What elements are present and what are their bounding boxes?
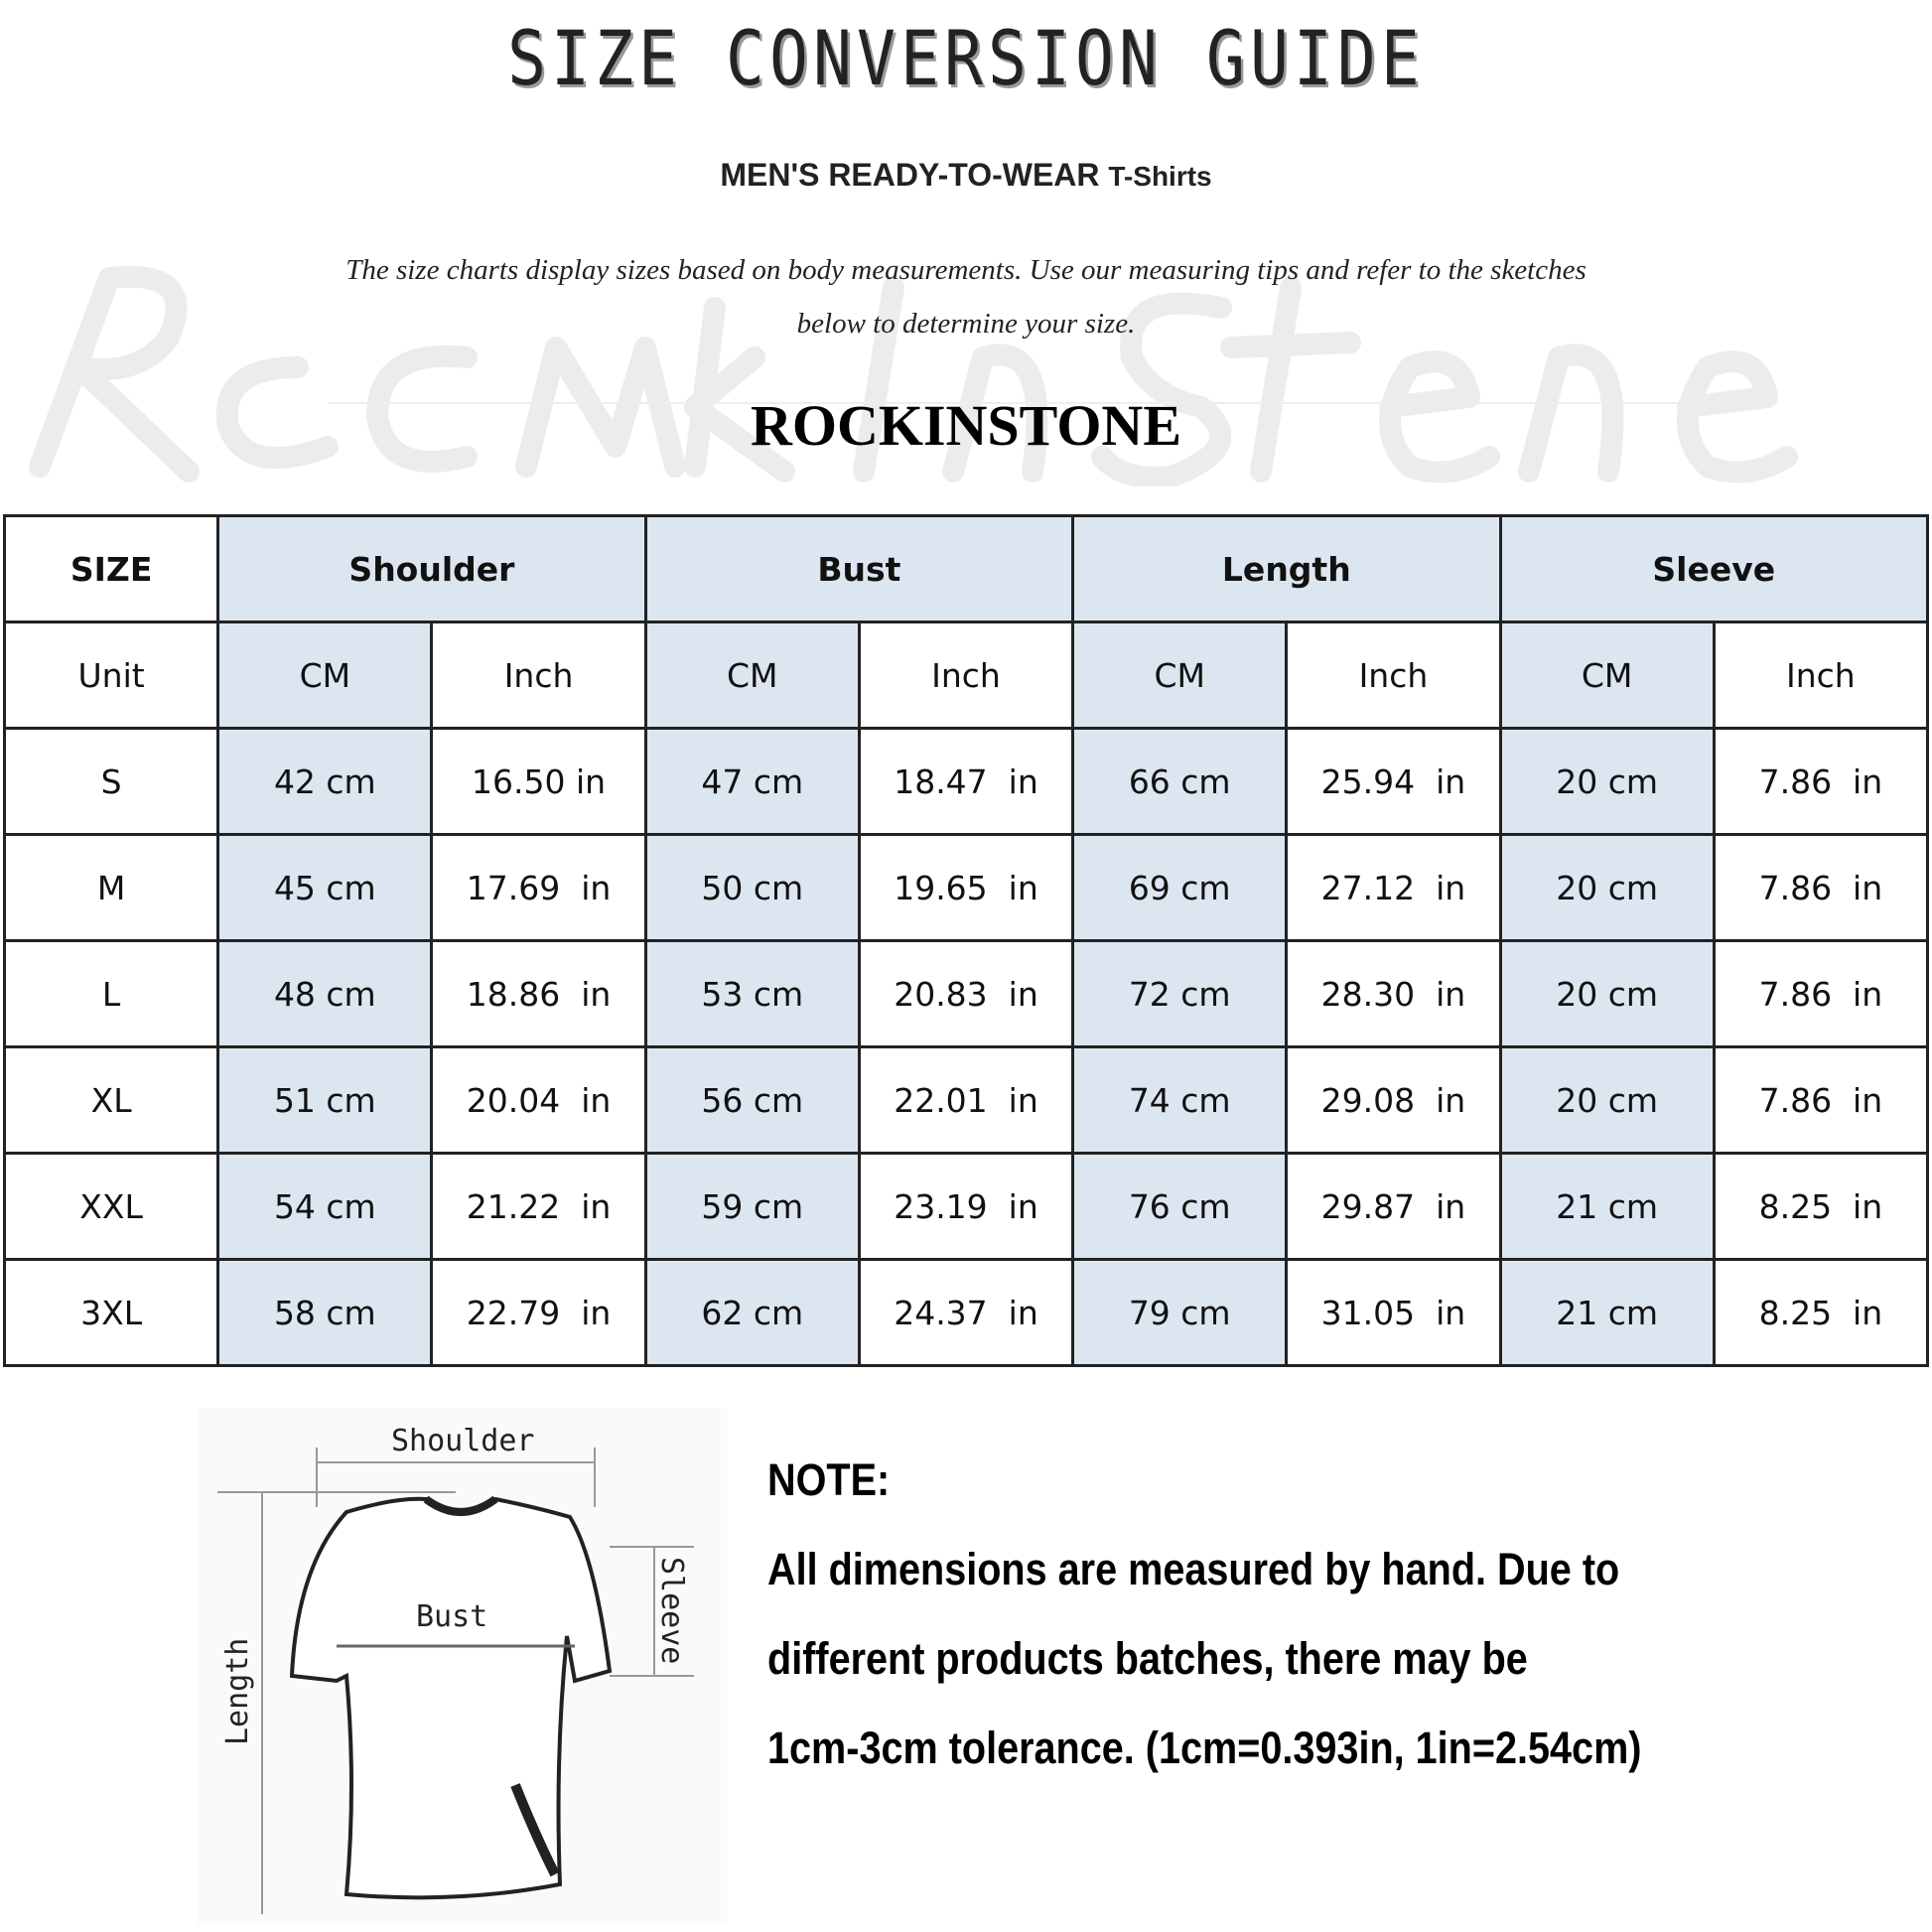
size-cell: 3XL xyxy=(2,1258,220,1367)
value-cell: 51 cm xyxy=(216,1045,434,1155)
subtitle-product: T-Shirts xyxy=(1108,161,1212,192)
value-cell: 22.01 in xyxy=(857,1045,1075,1155)
value-cell: 56 cm xyxy=(643,1045,861,1155)
value-cell: 72 cm xyxy=(1071,939,1289,1048)
size-cell: M xyxy=(2,833,220,942)
value-cell: 59 cm xyxy=(643,1152,861,1261)
value-cell: 7.86 in xyxy=(1712,833,1930,942)
value-cell: 79 cm xyxy=(1071,1258,1289,1367)
subtitle: MEN'S READY-TO-WEAR T-Shirts xyxy=(0,157,1932,194)
value-cell: 20 cm xyxy=(1498,727,1716,836)
value-cell: 31.05 in xyxy=(1285,1258,1502,1367)
size-cell: S xyxy=(2,727,220,836)
value-cell: 28.30 in xyxy=(1285,939,1502,1048)
size-cell: L xyxy=(2,939,220,1048)
value-cell: 74 cm xyxy=(1071,1045,1289,1155)
size-cell: XXL xyxy=(2,1152,220,1261)
value-cell: 54 cm xyxy=(216,1152,434,1261)
value-cell: 18.47 in xyxy=(857,727,1075,836)
tshirt-measurement-sketch: Shoulder Bust Length Sleeve xyxy=(198,1408,728,1924)
table-row: XL 51 cm 20.04 in 56 cm 22.01 in 74 cm 29.08 i… xyxy=(2,1045,1930,1155)
unit-cell: Inch xyxy=(430,621,647,730)
value-cell: 7.86 in xyxy=(1712,727,1930,836)
watermark-logo xyxy=(29,265,1798,486)
unit-label: Unit xyxy=(2,621,220,730)
size-header: SIZE xyxy=(2,514,220,623)
value-cell: 29.87 in xyxy=(1285,1152,1502,1261)
note-line-3: 1cm-3cm tolerance. (1cm=0.393in, 1in=2.5… xyxy=(767,1723,1642,1773)
value-cell: 47 cm xyxy=(643,727,861,836)
unit-cell: Inch xyxy=(857,621,1075,730)
table-row: L 48 cm 18.86 in 53 cm 20.83 in 72 cm 28.30 in… xyxy=(2,939,1930,1048)
value-cell: 8.25 in xyxy=(1712,1258,1930,1367)
table-row: 3XL 58 cm 22.79 in 62 cm 24.37 in 79 cm 31.05 … xyxy=(2,1258,1930,1367)
value-cell: 7.86 in xyxy=(1712,939,1930,1048)
value-cell: 19.65 in xyxy=(857,833,1075,942)
group-header-bust: Bust xyxy=(643,514,1075,623)
value-cell: 58 cm xyxy=(216,1258,434,1367)
value-cell: 20 cm xyxy=(1498,833,1716,942)
value-cell: 7.86 in xyxy=(1712,1045,1930,1155)
note-heading: NOTE: xyxy=(767,1454,891,1505)
note-line-2: different products batches, there may be xyxy=(767,1633,1528,1684)
fold-shadow xyxy=(510,1783,560,1877)
page-title: SIZE CONVERSION GUIDE xyxy=(507,14,1425,102)
value-cell: 69 cm xyxy=(1071,833,1289,942)
value-cell: 20 cm xyxy=(1498,939,1716,1048)
value-cell: 17.69 in xyxy=(430,833,647,942)
measure-lines xyxy=(217,1448,694,1914)
collar xyxy=(423,1495,498,1516)
value-cell: 20.04 in xyxy=(430,1045,647,1155)
value-cell: 29.08 in xyxy=(1285,1045,1502,1155)
value-cell: 53 cm xyxy=(643,939,861,1048)
label-sleeve: Sleeve xyxy=(654,1557,689,1664)
value-cell: 27.12 in xyxy=(1285,833,1502,942)
value-cell: 23.19 in xyxy=(857,1152,1075,1261)
watermark-line xyxy=(328,402,1678,404)
unit-cell: CM xyxy=(216,621,434,730)
value-cell: 76 cm xyxy=(1071,1152,1289,1261)
value-cell: 66 cm xyxy=(1071,727,1289,836)
unit-cell: CM xyxy=(1498,621,1716,730)
value-cell: 8.25 in xyxy=(1712,1152,1930,1261)
description-line-2: below to determine your size. xyxy=(796,308,1136,340)
value-cell: 45 cm xyxy=(216,833,434,942)
value-cell: 21.22 in xyxy=(430,1152,647,1261)
value-cell: 16.50 in xyxy=(430,727,647,836)
unit-row: Unit CM Inch CM Inch CM Inch CM Inch xyxy=(2,621,1930,730)
value-cell: 50 cm xyxy=(643,833,861,942)
brand-name: ROCKINSTONE xyxy=(750,393,1182,458)
unit-cell: Inch xyxy=(1285,621,1502,730)
subtitle-main: MEN'S READY-TO-WEAR xyxy=(720,157,1100,193)
value-cell: 18.86 in xyxy=(430,939,647,1048)
size-table: SIZE Shoulder Bust Length Sleeve Unit CM… xyxy=(2,514,1930,1367)
table-row: XXL 54 cm 21.22 in 59 cm 23.19 in 76 cm 29.87 … xyxy=(2,1152,1930,1261)
value-cell: 20.83 in xyxy=(857,939,1075,1048)
group-header-sleeve: Sleeve xyxy=(1498,514,1930,623)
unit-cell: Inch xyxy=(1712,621,1930,730)
note-line-1: All dimensions are measured by hand. Due… xyxy=(767,1544,1620,1594)
unit-cell: CM xyxy=(643,621,861,730)
size-cell: XL xyxy=(2,1045,220,1155)
label-length: Length xyxy=(220,1638,255,1745)
value-cell: 42 cm xyxy=(216,727,434,836)
group-header-shoulder: Shoulder xyxy=(216,514,647,623)
header-row: SIZE Shoulder Bust Length Sleeve xyxy=(2,514,1930,623)
unit-cell: CM xyxy=(1071,621,1289,730)
table-row: S 42 cm 16.50 in 47 cm 18.47 in 66 cm 25.94 in… xyxy=(2,727,1930,836)
label-bust: Bust xyxy=(416,1599,487,1634)
value-cell: 21 cm xyxy=(1498,1258,1716,1367)
value-cell: 21 cm xyxy=(1498,1152,1716,1261)
value-cell: 20 cm xyxy=(1498,1045,1716,1155)
value-cell: 48 cm xyxy=(216,939,434,1048)
value-cell: 62 cm xyxy=(643,1258,861,1367)
label-shoulder: Shoulder xyxy=(391,1424,535,1458)
value-cell: 22.79 in xyxy=(430,1258,647,1367)
description-line-1: The size charts display sizes based on b… xyxy=(345,254,1587,286)
group-header-length: Length xyxy=(1071,514,1502,623)
table-row: M 45 cm 17.69 in 50 cm 19.65 in 69 cm 27.12 in… xyxy=(2,833,1930,942)
value-cell: 24.37 in xyxy=(857,1258,1075,1367)
value-cell: 25.94 in xyxy=(1285,727,1502,836)
